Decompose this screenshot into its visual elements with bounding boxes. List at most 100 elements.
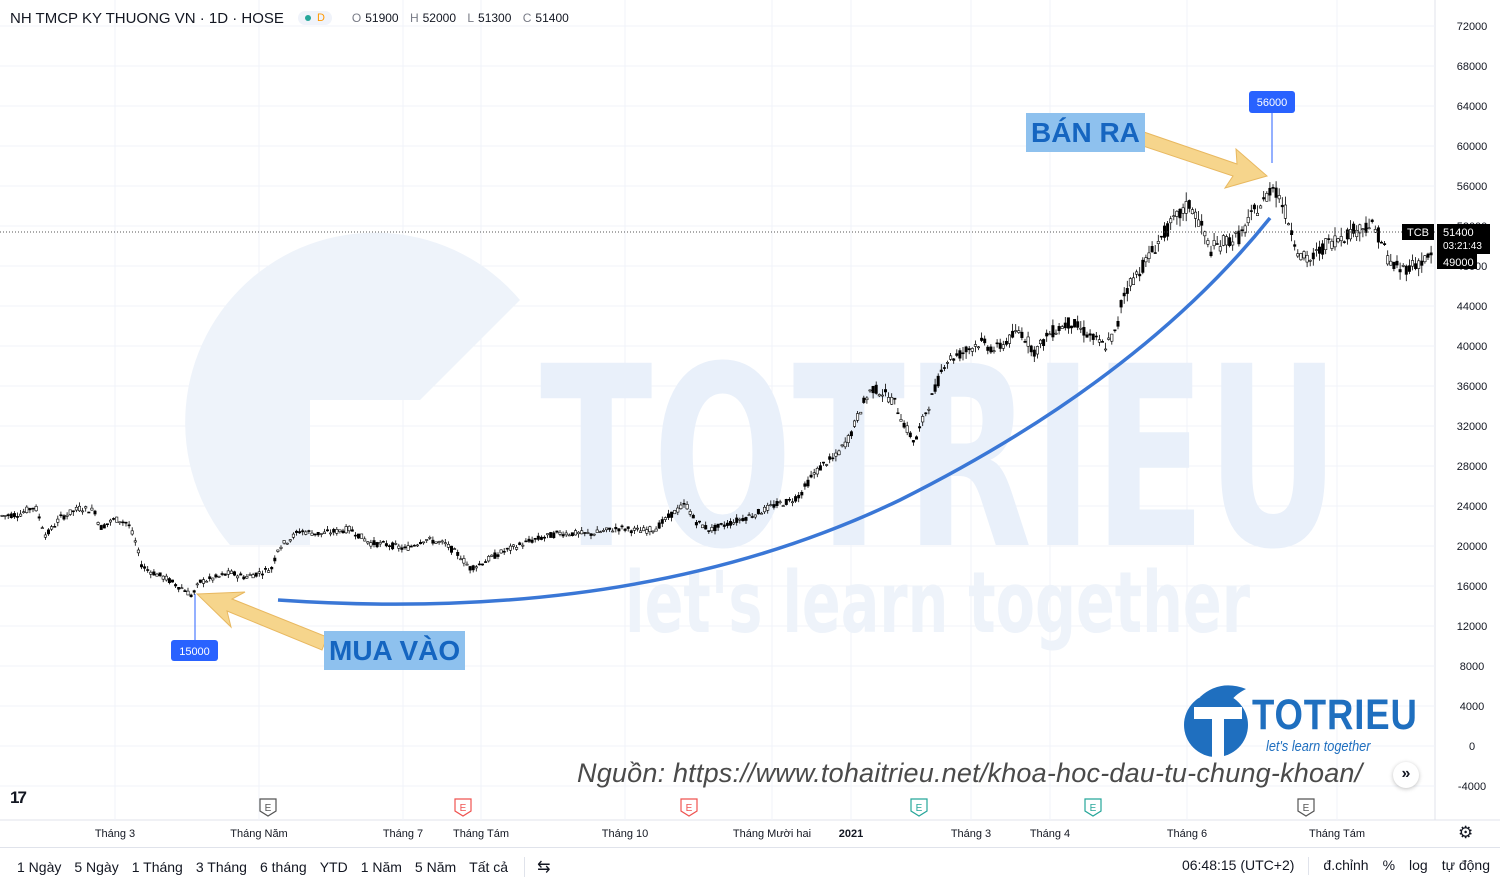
candle-body — [158, 572, 162, 576]
symbol-title[interactable]: NH TMCP KY THUONG VN · 1D · HOSE — [10, 9, 284, 27]
candle-body — [484, 561, 488, 563]
range-button[interactable]: YTD — [319, 858, 348, 875]
candle-body — [304, 531, 308, 535]
candle-body — [1045, 332, 1049, 337]
candle-body — [769, 504, 773, 506]
candle-body — [31, 507, 35, 510]
candle-body — [121, 521, 125, 524]
candle-body — [462, 558, 466, 564]
candle-body — [1197, 219, 1201, 227]
candle-body — [970, 348, 974, 352]
high-value: 52000 — [422, 11, 456, 25]
y-tick-label: 24000 — [1457, 501, 1488, 513]
candle-body — [350, 529, 354, 532]
last-price-tag — [1437, 224, 1490, 254]
candle-body — [914, 436, 918, 440]
candle-body — [453, 548, 457, 550]
level-price-tag — [1437, 254, 1477, 269]
candle-body — [880, 394, 884, 397]
goto-date-icon[interactable]: ⇆ — [537, 858, 551, 876]
ticker-tag-label: TCB — [1407, 227, 1429, 239]
candle-body — [831, 457, 835, 460]
earnings-event-icon[interactable]: E — [1297, 798, 1315, 817]
range-button[interactable]: 1 Ngày — [17, 858, 62, 875]
range-button[interactable]: 1 Năm — [360, 858, 402, 875]
candle-body — [68, 509, 72, 515]
earnings-event-icon[interactable]: E — [1084, 798, 1102, 817]
candle-body — [1020, 331, 1024, 338]
x-tick-label: Tháng Tám — [1309, 828, 1365, 840]
candle-body — [195, 583, 199, 586]
earnings-event-icon[interactable]: E — [680, 798, 698, 817]
candle-body — [704, 525, 708, 530]
candle-body — [276, 549, 280, 552]
candle-body — [1252, 204, 1256, 210]
candle-body — [1277, 195, 1281, 200]
candle-body — [12, 513, 16, 518]
candle-body — [701, 524, 705, 529]
candle-body — [22, 511, 26, 513]
candle-body — [9, 513, 13, 518]
candle-body — [152, 571, 156, 576]
candle-body — [896, 412, 900, 415]
candle-body — [1296, 253, 1300, 257]
candle-body — [666, 513, 670, 518]
log-toggle[interactable]: log — [1409, 857, 1428, 873]
candle-body — [1429, 252, 1433, 256]
price-axis[interactable] — [1435, 0, 1500, 820]
candle-body — [81, 510, 85, 513]
y-tick-label: 64000 — [1457, 101, 1488, 113]
price-chart[interactable]: 7200068000640006000056000520004800044000… — [0, 0, 1500, 847]
candle-body — [614, 527, 618, 530]
earnings-event-icon[interactable]: E — [454, 798, 472, 817]
range-button[interactable]: Tất cả — [469, 858, 509, 875]
candle-body — [840, 444, 844, 447]
scroll-to-realtime-button[interactable]: » — [1393, 762, 1419, 788]
candle-body — [1085, 334, 1089, 338]
source-link[interactable]: Nguồn: https://www.tohaitrieu.net/khoa-h… — [577, 758, 1363, 788]
candle-body — [381, 541, 385, 543]
candle-body — [133, 540, 137, 543]
trend-curve — [277, 216, 1272, 606]
candle-body — [756, 508, 760, 515]
candle-body — [217, 575, 221, 578]
candle-body — [635, 527, 639, 530]
candle-body — [1324, 238, 1328, 250]
candle-body — [1268, 187, 1272, 196]
adjust-toggle[interactable]: đ.chỉnh — [1323, 857, 1369, 873]
tradingview-logo-icon[interactable]: 17 — [10, 788, 27, 807]
candle-body — [1293, 244, 1297, 247]
candle-body — [322, 531, 326, 535]
candle-body — [911, 440, 915, 443]
candle-body — [3, 515, 7, 517]
candle-body — [341, 530, 345, 534]
candle-body — [608, 527, 612, 530]
candle-body — [1383, 243, 1387, 246]
percent-toggle[interactable]: % — [1382, 857, 1396, 873]
candle-body — [611, 530, 615, 533]
earnings-event-icon[interactable]: E — [910, 798, 928, 817]
range-button[interactable]: 3 Tháng — [195, 858, 247, 875]
candle-body — [1156, 241, 1160, 244]
candle-body — [1150, 246, 1154, 253]
candle-body — [397, 545, 401, 549]
candle-body — [515, 547, 519, 550]
earnings-event-icon[interactable]: E — [259, 798, 277, 817]
candle-body — [267, 570, 271, 573]
timezone-clock[interactable]: 06:48:15 (UTC+2) — [1181, 857, 1295, 873]
range-button[interactable]: 1 Tháng — [131, 858, 183, 875]
range-button[interactable]: 5 Ngày — [74, 858, 119, 875]
range-button[interactable]: 6 tháng — [259, 858, 307, 875]
range-button[interactable]: 5 Năm — [414, 858, 457, 875]
market-status-badge[interactable]: D — [297, 11, 332, 25]
candle-body — [759, 512, 763, 515]
candle-body — [694, 522, 698, 526]
candle-body — [1407, 265, 1411, 272]
candle-body — [1066, 317, 1070, 329]
candle-body — [893, 397, 897, 400]
gear-icon[interactable]: ⚙ — [1458, 823, 1474, 842]
candle-body — [56, 518, 60, 523]
auto-scale-toggle[interactable]: tự động — [1441, 857, 1490, 873]
y-tick-label: 16000 — [1457, 581, 1488, 593]
candle-body — [623, 528, 627, 531]
